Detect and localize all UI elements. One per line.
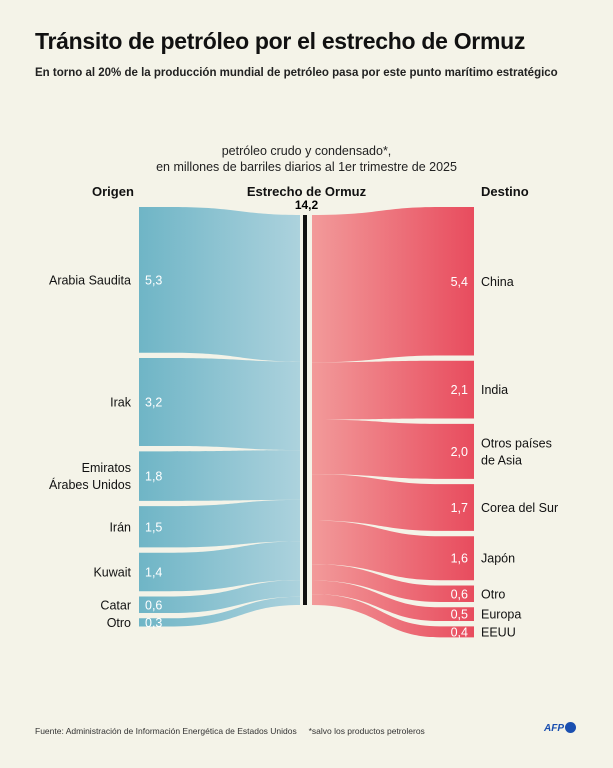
origin-name-label: Árabes Unidos	[49, 477, 131, 492]
afp-logo: AFP	[544, 722, 576, 734]
destination-header: Destino	[481, 184, 529, 199]
units-note: petróleo crudo y condensado*, en millone…	[0, 143, 613, 175]
value-label: 5,4	[451, 275, 468, 289]
value-label: 1,7	[451, 501, 468, 515]
origin-name-label: Catar	[100, 598, 131, 612]
origin-name-label: Kuwait	[93, 565, 131, 579]
value-label: 2,0	[451, 445, 468, 459]
destination-flow	[312, 474, 474, 531]
value-label: 1,5	[145, 520, 162, 534]
value-label: 5,3	[145, 273, 162, 287]
destination-name-label: India	[481, 383, 508, 397]
destination-name-label: Corea del Sur	[481, 501, 558, 515]
destination-name-label: Europa	[481, 608, 521, 622]
destination-name-label: Otro	[481, 587, 505, 601]
destination-flow	[312, 520, 474, 581]
origin-flow	[139, 450, 300, 501]
value-label: 0,6	[451, 587, 468, 601]
origin-flow	[139, 499, 300, 548]
origin-name-label: Irak	[110, 396, 132, 410]
destination-flow	[312, 580, 474, 622]
destination-flow	[312, 360, 474, 420]
destination-name-label: China	[481, 275, 514, 289]
origin-flow	[139, 207, 300, 362]
value-label: 0,5	[451, 608, 468, 622]
destination-name-label: Japón	[481, 552, 515, 566]
center-header: Estrecho de Ormuz	[246, 184, 367, 199]
units-note-line1: petróleo crudo y condensado*,	[221, 144, 392, 158]
value-label: 1,4	[145, 565, 162, 579]
value-label: 0,6	[145, 598, 162, 612]
value-label: 1,8	[145, 470, 162, 484]
origin-name-label: Emiratos	[82, 461, 131, 475]
center-total: 14,2	[294, 198, 319, 212]
destination-flow	[312, 564, 474, 602]
destination-flow	[312, 594, 474, 638]
origin-flow	[139, 580, 300, 613]
destination-name-label: EEUU	[481, 625, 516, 639]
origin-header: Origen	[92, 184, 134, 199]
value-label: 0,3	[145, 616, 162, 630]
destination-flow	[312, 207, 474, 363]
units-note-line2: en millones de barriles diarios al 1er t…	[156, 160, 457, 174]
value-label: 3,2	[145, 396, 162, 410]
origin-flow	[139, 541, 300, 592]
origin-name-label: Arabia Saudita	[49, 273, 131, 287]
destination-name-label: de Asia	[481, 453, 522, 467]
origin-name-label: Irán	[109, 520, 131, 534]
source-footer: Fuente: Administración de Información En…	[35, 726, 425, 736]
destination-flow	[312, 419, 474, 479]
destination-name-label: Otros países	[481, 436, 552, 450]
origin-flow	[139, 358, 300, 451]
strait-bar	[303, 215, 307, 605]
value-label: 0,4	[451, 625, 468, 639]
origin-flow	[139, 596, 300, 627]
origin-name-label: Otro	[107, 616, 131, 630]
value-label: 1,6	[451, 552, 468, 566]
chart-subtitle: En torno al 20% de la producción mundial…	[35, 67, 558, 79]
value-label: 2,1	[451, 383, 468, 397]
chart-title: Tránsito de petróleo por el estrecho de …	[35, 28, 526, 54]
